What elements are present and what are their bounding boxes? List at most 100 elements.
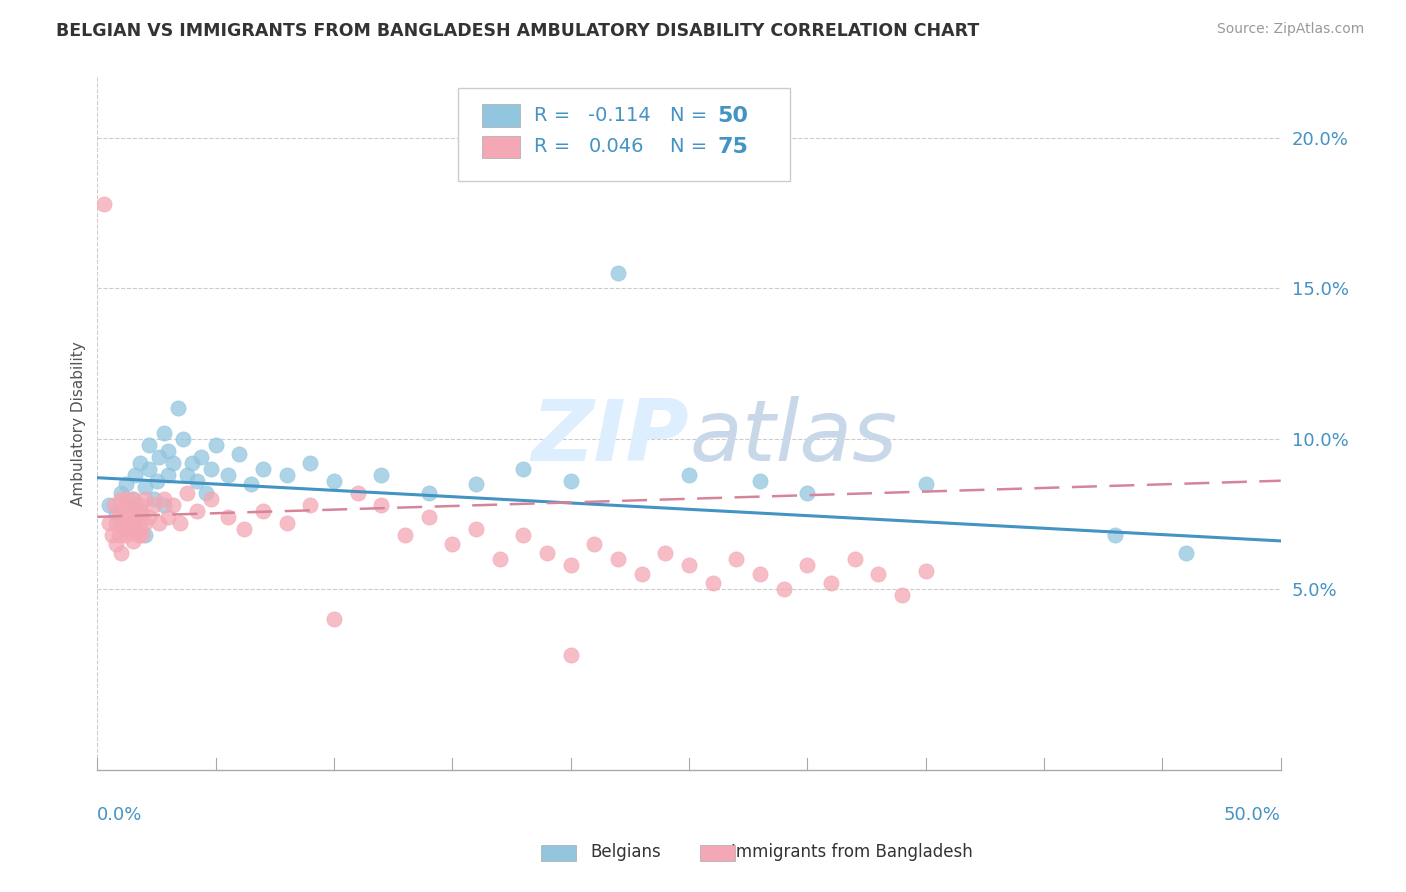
Point xyxy=(120,504,142,518)
Point xyxy=(143,491,166,506)
Point xyxy=(176,467,198,482)
Point xyxy=(112,504,135,518)
Text: 50.0%: 50.0% xyxy=(1223,805,1281,823)
Point xyxy=(124,504,146,518)
Point xyxy=(370,467,392,482)
Point xyxy=(152,425,174,440)
Point xyxy=(100,528,122,542)
Point xyxy=(654,546,676,560)
Text: 75: 75 xyxy=(717,136,748,157)
Point xyxy=(217,467,239,482)
Point xyxy=(181,456,204,470)
FancyBboxPatch shape xyxy=(458,87,790,181)
Point xyxy=(129,498,152,512)
Point xyxy=(536,546,558,560)
Point xyxy=(204,437,226,451)
Point xyxy=(110,485,132,500)
Bar xyxy=(482,104,520,127)
Point xyxy=(129,456,152,470)
Point xyxy=(276,516,298,530)
Point xyxy=(121,533,143,548)
Point xyxy=(157,443,180,458)
Text: R =: R = xyxy=(534,106,576,125)
Point xyxy=(583,537,606,551)
Point xyxy=(200,461,222,475)
Point xyxy=(678,558,700,572)
Text: BELGIAN VS IMMIGRANTS FROM BANGLADESH AMBULATORY DISABILITY CORRELATION CHART: BELGIAN VS IMMIGRANTS FROM BANGLADESH AM… xyxy=(56,22,980,40)
Point xyxy=(131,528,153,542)
Point xyxy=(299,498,322,512)
Point xyxy=(796,485,818,500)
Point xyxy=(418,485,440,500)
Point xyxy=(560,474,582,488)
Point xyxy=(129,504,152,518)
Point xyxy=(112,522,135,536)
Point xyxy=(134,516,156,530)
Point xyxy=(276,467,298,482)
Text: ZIP: ZIP xyxy=(531,396,689,479)
Point xyxy=(166,401,188,416)
Point xyxy=(93,197,115,211)
Point xyxy=(465,522,488,536)
Point xyxy=(107,528,129,542)
Point xyxy=(370,498,392,512)
Point xyxy=(138,437,160,451)
Point xyxy=(914,476,936,491)
Point xyxy=(138,509,160,524)
Text: N =: N = xyxy=(671,106,714,125)
Point xyxy=(98,516,121,530)
Point xyxy=(465,476,488,491)
Point xyxy=(172,432,194,446)
Point xyxy=(195,485,218,500)
Point xyxy=(233,522,256,536)
Point xyxy=(127,528,149,542)
Point xyxy=(105,516,128,530)
Point xyxy=(129,522,152,536)
Point xyxy=(512,528,534,542)
Point xyxy=(145,474,167,488)
Point xyxy=(240,476,263,491)
Point xyxy=(105,507,128,521)
Point xyxy=(323,474,346,488)
Point xyxy=(98,498,121,512)
Point xyxy=(228,447,250,461)
Point xyxy=(176,485,198,500)
Point xyxy=(121,491,143,506)
Point xyxy=(323,612,346,626)
Point xyxy=(1104,528,1126,542)
Point xyxy=(868,567,890,582)
Point xyxy=(749,474,772,488)
Point xyxy=(186,474,208,488)
Point xyxy=(796,558,818,572)
Point xyxy=(134,480,156,494)
Point xyxy=(114,476,136,491)
Point xyxy=(114,491,136,506)
Text: Belgians: Belgians xyxy=(591,843,661,861)
Point xyxy=(138,461,160,475)
Point xyxy=(157,509,180,524)
Point xyxy=(127,509,149,524)
Point xyxy=(157,467,180,482)
Point xyxy=(394,528,416,542)
Text: Immigrants from Bangladesh: Immigrants from Bangladesh xyxy=(731,843,973,861)
Point xyxy=(162,498,184,512)
Text: 0.0%: 0.0% xyxy=(97,805,143,823)
Point xyxy=(107,504,129,518)
Point xyxy=(148,450,170,464)
Point xyxy=(891,588,914,602)
Point xyxy=(162,456,184,470)
Point xyxy=(105,537,128,551)
Point xyxy=(560,648,582,663)
Point xyxy=(560,558,582,572)
Point xyxy=(117,516,139,530)
Point xyxy=(120,522,142,536)
Point xyxy=(630,567,652,582)
Point xyxy=(607,266,630,280)
Text: Source: ZipAtlas.com: Source: ZipAtlas.com xyxy=(1216,22,1364,37)
Point xyxy=(121,516,143,530)
Point xyxy=(820,576,842,591)
Point xyxy=(152,498,174,512)
Point xyxy=(121,516,143,530)
Point xyxy=(190,450,212,464)
Point xyxy=(114,528,136,542)
